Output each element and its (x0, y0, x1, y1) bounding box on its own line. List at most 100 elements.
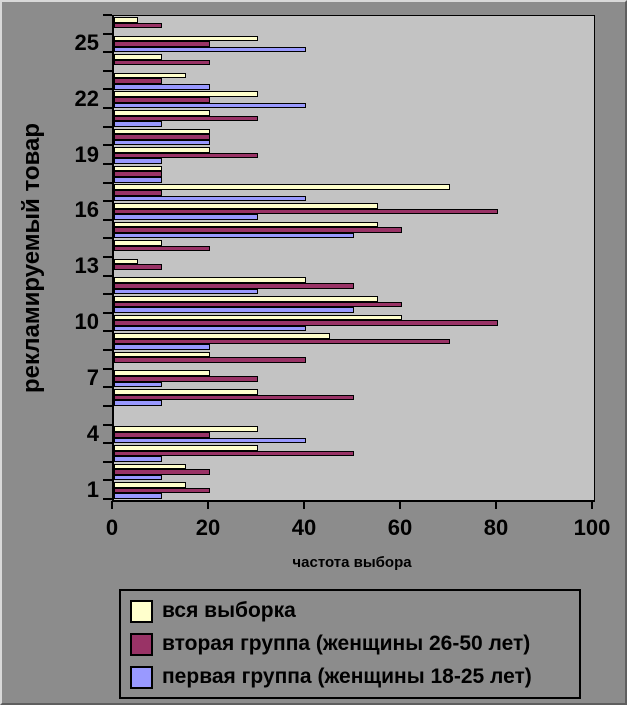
bar-series-2-cat-9 (114, 338, 450, 345)
category-group-19 (114, 146, 594, 165)
y-tick (103, 349, 112, 352)
x-axis-title: частота выбора (292, 554, 412, 571)
category-group-13 (114, 258, 594, 277)
bar-series-3-cat-6 (114, 400, 162, 406)
category-group-15 (114, 221, 594, 240)
legend-swatch (130, 599, 153, 623)
bar-series-1-cat-24 (114, 54, 162, 60)
y-tick (103, 293, 112, 296)
bar-series-1-cat-12 (114, 277, 306, 284)
bar-series-1-cat-7 (114, 370, 210, 377)
bar-series-1-cat-16 (114, 203, 378, 209)
y-tick (103, 200, 112, 203)
x-tick (207, 501, 209, 509)
bar-series-2-cat-19 (114, 152, 258, 159)
y-tick (103, 460, 112, 463)
category-group-8 (114, 351, 594, 370)
bar-series-3-cat-3 (114, 456, 162, 462)
y-tick (103, 181, 112, 184)
category-group-10 (114, 314, 594, 333)
category-group-25 (114, 35, 594, 54)
bar-series-2-cat-20 (114, 134, 210, 140)
y-tick-label: 7 (86, 365, 99, 390)
bar-series-1-cat-9 (114, 333, 330, 339)
bar-series-1-cat-6 (114, 389, 258, 395)
y-tick-label: 19 (74, 141, 99, 167)
category-group-16 (114, 202, 594, 221)
bar-series-3-cat-18 (114, 176, 162, 183)
x-tick-label: 0 (105, 515, 119, 540)
bar-series-1-cat-23 (114, 72, 186, 79)
bar-series-1-cat-21 (114, 109, 210, 116)
bar-series-1-cat-14 (114, 240, 162, 246)
bar-series-2-cat-14 (114, 245, 210, 252)
bar-series-3-cat-23 (114, 83, 210, 90)
bar-series-3-cat-25 (114, 46, 306, 53)
y-tick (103, 404, 112, 407)
bar-series-3-cat-16 (114, 214, 258, 220)
bar-series-3-cat-2 (114, 474, 162, 481)
y-tick (103, 498, 112, 500)
bar-series-2-cat-17 (114, 189, 162, 196)
bar-series-1-cat-19 (114, 147, 210, 153)
bar-series-3-cat-21 (114, 121, 162, 127)
y-tick (103, 107, 112, 110)
bar-series-1-cat-22 (114, 91, 258, 97)
bar-series-3-cat-20 (114, 139, 210, 146)
y-tick-label: 16 (74, 197, 99, 223)
category-group-14 (114, 239, 594, 258)
category-group-17 (114, 183, 594, 202)
legend-label: вся выборка (162, 599, 296, 622)
y-tick (103, 162, 112, 165)
y-tick (103, 442, 112, 445)
bar-series-1-cat-10 (114, 314, 402, 321)
bar-series-2-cat-3 (114, 450, 354, 457)
bar-series-2-cat-13 (114, 264, 162, 271)
y-tick (103, 125, 112, 128)
bar-series-3-cat-7 (114, 381, 162, 388)
bar-series-3-cat-4 (114, 437, 306, 444)
category-group-11 (114, 295, 594, 314)
bar-series-2-cat-10 (114, 320, 498, 326)
bar-series-3-cat-9 (114, 344, 210, 351)
category-group-12 (114, 277, 594, 296)
bar-series-3-cat-15 (114, 232, 354, 239)
category-group-21 (114, 109, 594, 128)
bar-series-1-cat-13 (114, 258, 138, 265)
category-group-7 (114, 370, 594, 389)
y-tick (103, 32, 112, 35)
bar-series-2-cat-18 (114, 171, 162, 177)
y-tick (103, 479, 112, 482)
y-tick (103, 218, 112, 221)
bar-series-3-cat-19 (114, 158, 162, 164)
y-tick (103, 367, 112, 370)
category-group-3 (114, 444, 594, 463)
bar-series-2-cat-1 (114, 487, 210, 494)
bar-series-3-cat-22 (114, 102, 306, 109)
legend-swatch (130, 632, 153, 656)
bar-series-2-cat-16 (114, 208, 498, 215)
category-group-9 (114, 332, 594, 351)
bar-series-2-cat-4 (114, 431, 210, 438)
plot-area (112, 15, 595, 502)
bar-series-2-cat-21 (114, 115, 258, 122)
y-tick (103, 274, 112, 277)
bar-series-1-cat-2 (114, 463, 186, 470)
bar-series-1-cat-1 (114, 482, 186, 488)
bar-series-2-cat-6 (114, 394, 354, 401)
category-group-4 (114, 425, 594, 444)
x-tick (111, 501, 113, 509)
y-tick-label: 25 (74, 29, 99, 55)
x-tick (399, 501, 401, 509)
bar-series-3-cat-11 (114, 307, 354, 313)
category-group-24 (114, 53, 594, 72)
y-tick-label: 4 (86, 420, 99, 446)
y-tick (103, 144, 112, 147)
x-tick-label: 100 (573, 515, 611, 540)
legend-label: первая группа (женщины 18-25 лет) (162, 665, 532, 688)
bar-series-2-cat-12 (114, 283, 354, 289)
category-group-26 (114, 16, 594, 35)
bar-series-2-cat-2 (114, 469, 210, 475)
category-group-5 (114, 407, 594, 426)
